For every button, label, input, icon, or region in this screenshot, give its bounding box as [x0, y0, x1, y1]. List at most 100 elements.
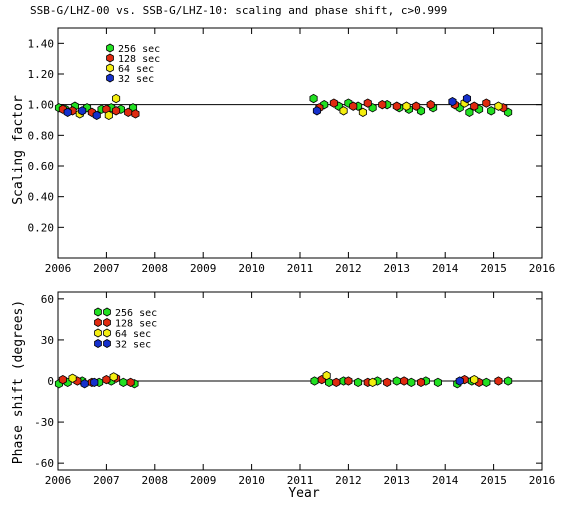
- phase-data-point: [407, 377, 416, 388]
- scaling-data-point: [63, 107, 72, 117]
- phase-y-tick-label: -60: [34, 457, 54, 470]
- phase-x-tick-label: 2007: [93, 474, 120, 487]
- scaling-data-point: [112, 106, 121, 116]
- phase-x-tick-label: 2011: [287, 474, 314, 487]
- scaling-data-point: [448, 96, 457, 107]
- phase-legend-label: 256 sec: [115, 308, 157, 319]
- scaling-y-tick-label: 1.00: [28, 99, 55, 112]
- phase-x-tick-label: 2013: [384, 474, 411, 487]
- scaling-x-tick-label: 2008: [142, 262, 169, 275]
- phase-data-point: [322, 370, 331, 381]
- phase-data-point: [368, 377, 377, 388]
- scaling-y-axis-label: Scaling factor: [11, 95, 26, 205]
- scaling-data-point: [482, 98, 491, 108]
- phase-data-point: [416, 377, 426, 388]
- phase-data-point: [310, 376, 319, 386]
- scaling-y-tick-label: 1.40: [28, 37, 55, 50]
- scaling-axes: 2006 2007 2008 2009 2010 2011 2012 2013 2014 2015…: [28, 28, 556, 275]
- scaling-legend-marker: [106, 63, 114, 73]
- chart-title: SSB-G/LHZ-00 vs. SSB-G/LHZ-10: scaling a…: [30, 4, 447, 17]
- phase-data-point: [126, 377, 135, 388]
- phase-data-point: [80, 379, 89, 389]
- phase-legend-label: 64 sec: [115, 329, 151, 340]
- scaling-data-point: [339, 106, 348, 116]
- phase-data-point: [494, 376, 503, 386]
- phase-legend-marker: [94, 307, 102, 317]
- phase-panel: Phase shift (degrees) Year 2006 2007 2008 2…: [11, 291, 555, 501]
- phase-x-axis-label: Year: [288, 486, 319, 501]
- phase-data-point: [392, 376, 401, 386]
- scaling-y-tick-label: 0.80: [28, 129, 55, 142]
- phase-legend-marker: [94, 318, 102, 327]
- scaling-x-tick-label: 2010: [238, 262, 265, 275]
- scaling-legend-label: 32 sec: [118, 74, 154, 85]
- scaling-data-point: [494, 101, 503, 111]
- scaling-data-point: [112, 93, 121, 104]
- phase-data-point: [383, 377, 392, 388]
- phase-legend-marker-2: [103, 307, 111, 317]
- scaling-y-tick-label: 0.20: [28, 221, 55, 234]
- phase-x-tick-label: 2012: [335, 474, 362, 487]
- phase-data-point: [119, 377, 128, 388]
- scaling-x-tick-label: 2009: [190, 262, 217, 275]
- scaling-data-point: [465, 107, 474, 117]
- phase-y-tick-label: 0: [47, 375, 54, 388]
- phase-x-tick-label: 2006: [45, 474, 72, 487]
- scaling-data-point: [470, 101, 479, 111]
- phase-data-point: [354, 377, 363, 388]
- scaling-legend-marker: [106, 43, 114, 53]
- phase-data-point: [90, 377, 99, 388]
- phase-x-tick-label: 2015: [480, 474, 507, 487]
- phase-data-point: [344, 376, 353, 386]
- scaling-x-tick-label: 2012: [335, 262, 362, 275]
- scaling-data-point: [78, 106, 87, 116]
- scaling-y-tick-label: 1.20: [28, 68, 55, 81]
- phase-y-tick-label: -30: [34, 416, 54, 429]
- scaling-data-point: [312, 106, 321, 116]
- scaling-x-tick-label: 2011: [287, 262, 314, 275]
- phase-legend-label: 32 sec: [115, 340, 151, 351]
- scaling-x-tick-label: 2013: [384, 262, 411, 275]
- phase-x-tick-label: 2010: [238, 474, 265, 487]
- phase-axes: 2006 2007 2008 2009 2010 2011 2012 2013 2014 2015…: [34, 292, 555, 487]
- scaling-data-point: [426, 100, 435, 110]
- scaling-legend-label: 256 sec: [118, 44, 160, 55]
- scaling-data-point: [412, 101, 421, 111]
- scaling-legend-marker: [106, 53, 114, 63]
- scaling-x-tick-label: 2016: [529, 262, 556, 275]
- scaling-data-point: [358, 107, 367, 117]
- scaling-legend-label: 64 sec: [118, 64, 154, 75]
- scaling-legend-label: 128 sec: [118, 54, 160, 65]
- phase-data-point: [109, 372, 118, 382]
- scaling-data-point: [92, 110, 101, 121]
- phase-y-tick-label: 30: [41, 334, 54, 347]
- scaling-data-point: [462, 93, 472, 104]
- scaling-data-point: [487, 106, 496, 116]
- phase-x-tick-label: 2016: [529, 474, 556, 487]
- phase-legend-marker-2: [103, 318, 111, 327]
- scaling-legend-marker: [106, 73, 114, 83]
- scaling-panel: Scaling factor 2006 2007 2008 2009 2010 2011 2…: [11, 27, 556, 275]
- scaling-data-point: [329, 98, 338, 108]
- scaling-data-point: [131, 109, 140, 119]
- phase-legend-marker: [94, 328, 102, 338]
- phase-data-point: [400, 376, 409, 386]
- phase-points: [54, 370, 513, 389]
- phase-legend-marker-2: [103, 328, 111, 338]
- phase-x-tick-label: 2009: [190, 474, 217, 487]
- scaling-x-tick-label: 2014: [432, 262, 459, 275]
- phase-data-point: [504, 376, 513, 386]
- scaling-data-point: [104, 110, 113, 121]
- phase-data-point: [58, 374, 67, 385]
- scaling-y-tick-label: 0.40: [28, 191, 55, 204]
- scaling-x-tick-label: 2007: [93, 262, 120, 275]
- scaling-data-point: [363, 98, 372, 108]
- scaling-data-point: [378, 100, 387, 110]
- scaling-points: [54, 93, 513, 121]
- scaling-data-point: [309, 93, 318, 104]
- scaling-data-point: [124, 107, 133, 117]
- scaling-y-tick-label: 0.60: [28, 160, 55, 173]
